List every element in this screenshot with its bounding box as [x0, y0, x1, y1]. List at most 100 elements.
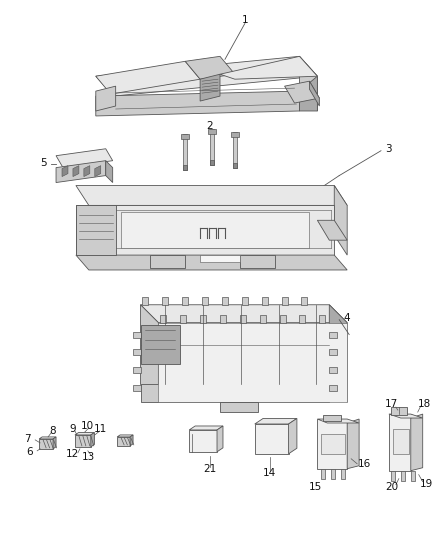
Polygon shape: [389, 414, 423, 418]
Polygon shape: [255, 418, 297, 424]
Polygon shape: [220, 56, 318, 79]
Polygon shape: [183, 165, 187, 169]
Polygon shape: [39, 437, 56, 439]
Polygon shape: [301, 297, 307, 305]
Polygon shape: [240, 255, 275, 268]
Polygon shape: [289, 418, 297, 454]
Polygon shape: [189, 430, 217, 452]
Polygon shape: [208, 129, 216, 134]
Polygon shape: [202, 297, 208, 305]
Polygon shape: [95, 166, 101, 176]
Polygon shape: [300, 314, 305, 322]
Text: 1: 1: [241, 14, 248, 25]
Polygon shape: [200, 314, 206, 322]
Polygon shape: [319, 314, 325, 322]
Text: 11: 11: [94, 424, 107, 434]
Polygon shape: [56, 160, 106, 182]
Polygon shape: [180, 314, 186, 322]
Polygon shape: [262, 297, 268, 305]
Polygon shape: [96, 86, 116, 111]
Polygon shape: [222, 297, 228, 305]
Polygon shape: [231, 132, 239, 137]
Polygon shape: [75, 435, 91, 447]
Polygon shape: [120, 212, 309, 248]
Polygon shape: [130, 435, 133, 446]
Text: 5: 5: [40, 158, 46, 168]
Polygon shape: [39, 439, 53, 449]
Polygon shape: [183, 134, 187, 169]
Polygon shape: [391, 471, 395, 481]
Polygon shape: [200, 74, 220, 101]
Polygon shape: [117, 435, 133, 437]
Polygon shape: [53, 437, 56, 449]
Polygon shape: [331, 469, 335, 479]
Polygon shape: [347, 419, 359, 469]
Text: 19: 19: [420, 479, 433, 489]
Polygon shape: [300, 76, 318, 111]
Polygon shape: [96, 61, 200, 94]
Text: 14: 14: [263, 467, 276, 478]
Polygon shape: [133, 350, 141, 356]
Polygon shape: [240, 314, 246, 322]
Polygon shape: [401, 471, 405, 481]
Polygon shape: [329, 332, 337, 337]
Polygon shape: [220, 402, 258, 412]
Polygon shape: [242, 297, 248, 305]
Polygon shape: [233, 132, 237, 168]
Polygon shape: [323, 415, 341, 421]
Polygon shape: [411, 471, 415, 481]
Polygon shape: [141, 384, 329, 402]
Text: 9: 9: [70, 424, 76, 434]
Polygon shape: [162, 297, 168, 305]
Polygon shape: [76, 185, 347, 205]
Polygon shape: [233, 163, 237, 168]
Text: 10: 10: [81, 421, 95, 431]
Polygon shape: [96, 56, 318, 96]
Polygon shape: [141, 305, 159, 402]
Polygon shape: [141, 305, 347, 322]
Polygon shape: [84, 166, 90, 176]
Polygon shape: [181, 134, 189, 139]
Polygon shape: [318, 419, 347, 469]
Text: 13: 13: [82, 452, 95, 462]
Polygon shape: [189, 426, 223, 430]
Polygon shape: [159, 322, 347, 402]
Text: 21: 21: [203, 464, 217, 474]
Polygon shape: [133, 367, 141, 373]
Polygon shape: [282, 297, 288, 305]
Polygon shape: [182, 297, 188, 305]
Polygon shape: [255, 424, 289, 454]
Text: 18: 18: [418, 399, 431, 409]
Polygon shape: [329, 350, 337, 356]
Polygon shape: [285, 81, 319, 103]
Text: 3: 3: [385, 144, 392, 154]
Text: 4: 4: [344, 313, 350, 322]
Polygon shape: [389, 414, 411, 471]
Text: 8: 8: [50, 426, 57, 436]
Polygon shape: [341, 469, 345, 479]
Text: 20: 20: [385, 482, 399, 491]
Polygon shape: [329, 305, 347, 402]
Polygon shape: [411, 414, 423, 471]
Polygon shape: [56, 149, 113, 168]
Polygon shape: [334, 185, 347, 255]
Polygon shape: [106, 160, 113, 182]
Polygon shape: [160, 314, 166, 322]
Polygon shape: [329, 367, 337, 373]
Polygon shape: [150, 255, 185, 268]
Polygon shape: [210, 160, 214, 165]
Text: 17: 17: [385, 399, 399, 409]
Polygon shape: [279, 314, 286, 322]
Polygon shape: [76, 205, 116, 255]
Polygon shape: [62, 166, 68, 176]
Polygon shape: [318, 419, 359, 423]
Polygon shape: [329, 385, 337, 391]
Text: 7: 7: [24, 434, 31, 444]
Text: 6: 6: [26, 447, 32, 457]
Polygon shape: [210, 129, 214, 165]
Polygon shape: [185, 56, 235, 79]
Polygon shape: [318, 220, 347, 240]
Polygon shape: [96, 91, 300, 116]
Polygon shape: [391, 407, 407, 415]
Polygon shape: [300, 56, 318, 111]
